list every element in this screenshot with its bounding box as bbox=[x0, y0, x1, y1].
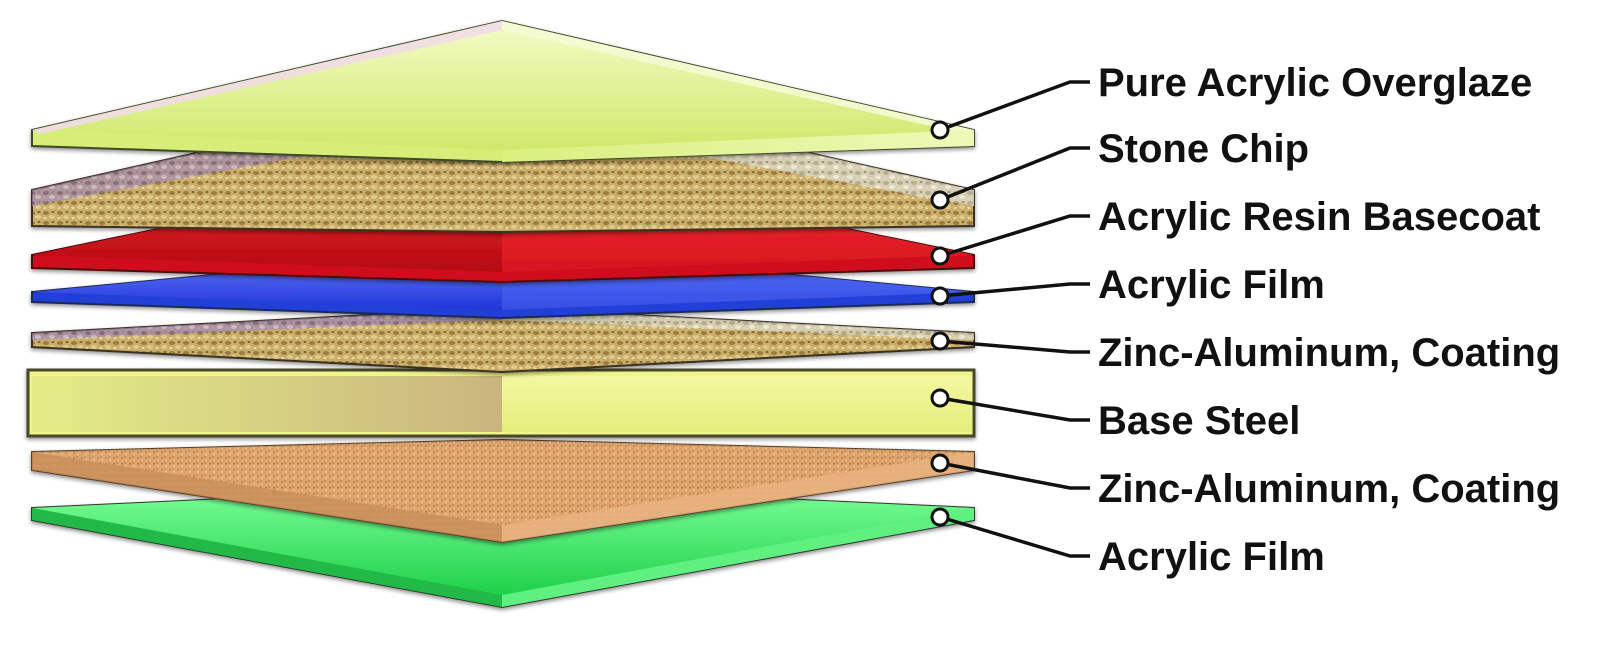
leader-line bbox=[939, 461, 1090, 490]
label-zinc-aluminum-coating-bottom: Zinc-Aluminum, Coating bbox=[1098, 467, 1560, 511]
layer-labels: Pure Acrylic Overglaze Stone Chip Acryli… bbox=[1098, 61, 1560, 579]
leader-line bbox=[939, 396, 1090, 422]
callout-dot bbox=[930, 331, 950, 351]
label-base-steel: Base Steel bbox=[1098, 399, 1300, 443]
label-acrylic-film-bottom: Acrylic Film bbox=[1098, 535, 1325, 579]
callout-dot bbox=[930, 453, 950, 473]
layer-zinc-aluminum-coating-bottom bbox=[31, 438, 975, 544]
label-acrylic-film-top: Acrylic Film bbox=[1098, 263, 1325, 307]
callout-dot bbox=[930, 388, 950, 408]
callout-dot bbox=[930, 286, 950, 306]
label-stone-chip: Stone Chip bbox=[1098, 127, 1309, 171]
leader-lines bbox=[930, 80, 1090, 558]
callout-dot bbox=[930, 507, 950, 527]
leader-line bbox=[939, 214, 1090, 258]
leader-line bbox=[939, 80, 1090, 132]
leader-line bbox=[939, 282, 1090, 298]
layer-base-steel bbox=[26, 368, 976, 438]
callout-dot bbox=[930, 190, 950, 210]
leader-line bbox=[939, 515, 1090, 558]
leader-line bbox=[939, 339, 1090, 354]
label-acrylic-resin-basecoat: Acrylic Resin Basecoat bbox=[1098, 195, 1540, 239]
layer-zinc-aluminum-coating-top bbox=[31, 306, 975, 374]
callout-dot bbox=[930, 120, 950, 140]
leader-line bbox=[939, 146, 1090, 202]
label-pure-acrylic-overglaze: Pure Acrylic Overglaze bbox=[1098, 61, 1532, 105]
layer-pure-acrylic-overglaze bbox=[31, 19, 975, 164]
callout-dot bbox=[930, 246, 950, 266]
label-zinc-aluminum-coating-top: Zinc-Aluminum, Coating bbox=[1098, 331, 1560, 375]
